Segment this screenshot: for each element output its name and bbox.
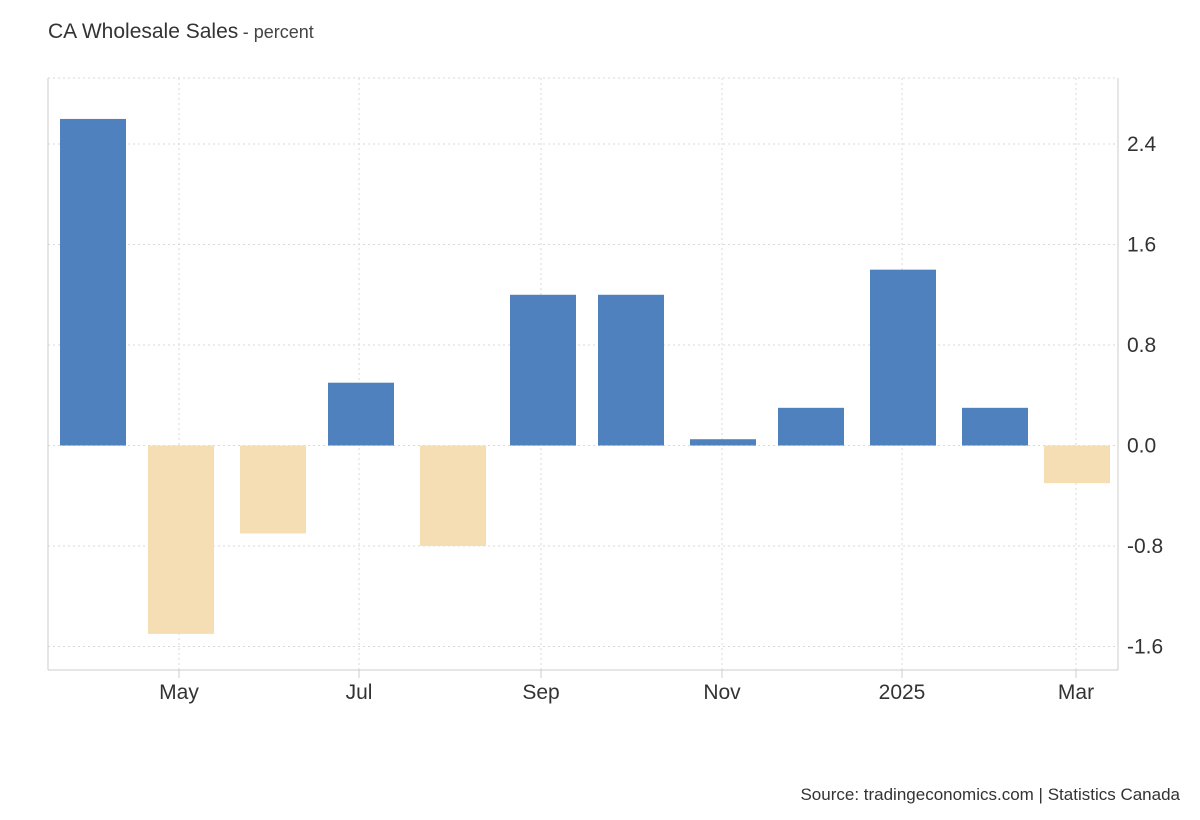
- y-tick-label: 0.0: [1127, 435, 1156, 458]
- y-tick-label: 1.6: [1127, 234, 1156, 257]
- bar: [510, 294, 576, 446]
- bar: [870, 269, 936, 446]
- bar: [598, 294, 664, 446]
- y-tick-label: -0.8: [1127, 535, 1163, 558]
- bars: [60, 118, 1110, 634]
- x-tick-label: Jul: [346, 681, 373, 704]
- chart-title-row: CA Wholesale Sales - percent: [48, 20, 314, 44]
- bar: [328, 382, 394, 446]
- chart-title: CA Wholesale Sales: [48, 20, 239, 43]
- x-tick-label: Nov: [703, 681, 741, 704]
- bar: [148, 445, 214, 634]
- y-tick-label: 0.8: [1127, 334, 1156, 357]
- bar: [420, 445, 486, 546]
- tick-labels: 2.4 1.6 0.8 0.0 -0.8 -1.6 May Jul Sep Nov 2025 Mar: [159, 133, 1163, 704]
- x-tick-label: Mar: [1058, 681, 1094, 704]
- bar: [962, 407, 1028, 446]
- x-tick-label: 2025: [879, 681, 926, 704]
- bar: [240, 445, 306, 534]
- chart-subtitle: - percent: [242, 22, 314, 42]
- bar: [778, 407, 844, 446]
- y-tick-label: -1.6: [1127, 635, 1163, 658]
- axes: [47, 78, 1119, 678]
- x-tick-label: May: [159, 681, 199, 704]
- bar: [1044, 445, 1110, 484]
- bar: [60, 118, 126, 446]
- source-note: Source: tradingeconomics.com | Statistic…: [800, 785, 1180, 804]
- bar: [690, 439, 756, 446]
- y-tick-label: 2.4: [1127, 133, 1157, 156]
- x-tick-label: Sep: [522, 681, 559, 704]
